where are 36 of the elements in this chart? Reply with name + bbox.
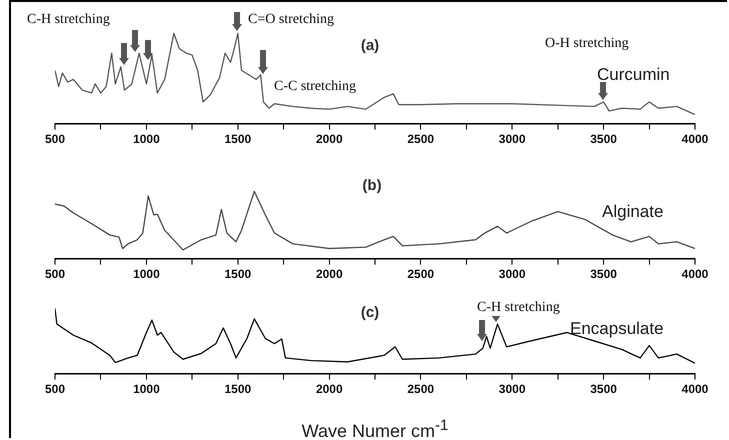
- chart-title: (b): [362, 177, 382, 194]
- x-tick-label: 2500: [407, 132, 434, 146]
- x-tick-label: 2500: [407, 267, 434, 282]
- x-tick-label: 2500: [407, 382, 434, 396]
- annotation: O-H stretching: [545, 36, 629, 51]
- x-tick-label: 1500: [224, 382, 252, 396]
- x-tick-label: 1000: [133, 132, 160, 146]
- chart-title: (a): [360, 37, 380, 54]
- x-tick-label: 3500: [590, 267, 618, 282]
- x-tick-label: 500: [44, 132, 66, 146]
- series-label: Alginate: [602, 202, 664, 221]
- x-tick-label: 3500: [590, 382, 618, 396]
- x-tick-label: 3500: [590, 132, 618, 146]
- series-label: Encapsulate: [570, 319, 664, 338]
- x-tick-label: 4000: [682, 132, 709, 146]
- x-tick-label: 3000: [498, 267, 526, 282]
- x-tick-label: 500: [44, 267, 66, 282]
- text: C=O stretching: [248, 12, 334, 27]
- x-tick-label: 3000: [498, 132, 526, 146]
- x-tick-label: 2000: [316, 382, 343, 396]
- x-tick-label: 500: [44, 382, 66, 396]
- annotation: C-H stretching: [477, 300, 560, 315]
- x-axis-title: Wave Numer cm$^{-1}$: [302, 417, 448, 440]
- x-tick-label: 4000: [682, 267, 709, 282]
- text: C-H stretching: [27, 12, 110, 27]
- x-tick-label: 4000: [682, 382, 709, 396]
- x-tick-label: 3000: [498, 382, 526, 396]
- x-tick-label: 1000: [133, 382, 160, 396]
- x-tick-label: 1500: [224, 132, 252, 146]
- x-tick-label: 2000: [316, 132, 343, 146]
- annotation: C-C stretching: [274, 79, 356, 94]
- chart-title: (c): [360, 304, 380, 321]
- series-label: Curcumin: [597, 65, 670, 84]
- x-tick-label: 1500: [224, 267, 252, 282]
- x-tick-label: 1000: [133, 267, 160, 282]
- x-tick-label: 2000: [316, 267, 343, 282]
